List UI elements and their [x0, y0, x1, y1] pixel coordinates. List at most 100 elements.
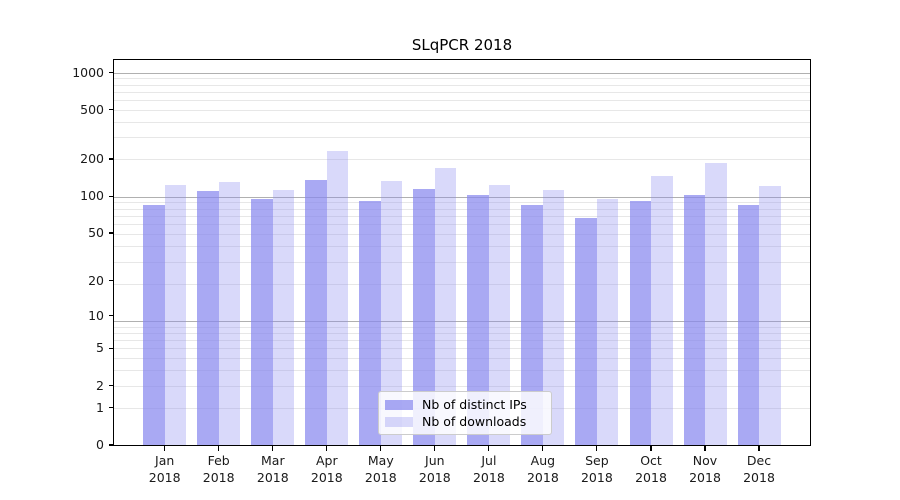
x-tick-mark: [380, 446, 382, 451]
y-tick-label: 100: [80, 188, 104, 204]
gridline-minor: [114, 261, 810, 263]
gridline-minor: [114, 370, 810, 372]
bar-nb-of-downloads-jun-2018: [434, 168, 457, 445]
x-tick-mark: [596, 446, 598, 451]
bar-nb-of-distinct-ips-jul-2018: [467, 194, 489, 445]
gridline-minor: [114, 340, 810, 342]
x-tick-mark: [164, 446, 166, 451]
plot-area: [113, 59, 811, 446]
bar-nb-of-distinct-ips-aug-2018: [521, 205, 543, 445]
x-tick-month: Nov: [692, 452, 718, 468]
gridline-minor: [114, 78, 810, 80]
x-tick-mark: [488, 446, 490, 451]
bar-nb-of-downloads-oct-2018: [651, 175, 673, 445]
x-tick-month: Oct: [640, 452, 662, 468]
x-tick-mark: [218, 446, 220, 451]
bar-nb-of-distinct-ips-feb-2018: [197, 191, 219, 445]
bar-nb-of-downloads-apr-2018: [326, 150, 349, 445]
gridline-minor: [114, 159, 810, 161]
gridline-major: [114, 320, 810, 322]
x-tick-year: 2018: [310, 470, 343, 485]
gridline-minor: [114, 332, 810, 334]
x-tick-label: Jan 2018: [137, 452, 193, 487]
gridline-minor: [114, 246, 810, 248]
gridline-major: [114, 196, 810, 198]
x-tick-label: Jul 2018: [461, 452, 517, 487]
y-tick-label: 500: [80, 101, 104, 117]
y-tick-label: 5: [96, 340, 104, 356]
bar-nb-of-distinct-ips-mar-2018: [251, 199, 273, 445]
y-tick-label: 200: [80, 151, 104, 166]
legend-item-distinct-ips: Nb of distinct IPs: [385, 397, 545, 412]
x-tick-year: 2018: [743, 470, 775, 485]
legend-item-downloads: Nb of downloads: [385, 414, 545, 429]
x-tick-label: May 2018: [353, 452, 409, 487]
bar-nb-of-downloads-jan-2018: [164, 185, 187, 445]
x-tick-month: May: [367, 452, 394, 468]
gridline-minor: [114, 91, 810, 93]
legend-label-downloads: Nb of downloads: [422, 414, 527, 429]
legend-swatch-downloads: [385, 416, 413, 427]
x-tick-year: 2018: [580, 470, 613, 485]
x-tick-month: Jan: [155, 452, 175, 468]
bar-nb-of-distinct-ips-jun-2018: [413, 189, 435, 445]
bar-nb-of-downloads-nov-2018: [705, 163, 727, 445]
legend-swatch-distinct-ips: [385, 399, 413, 410]
gridline-minor: [114, 234, 810, 235]
y-tick-label: 50: [88, 225, 104, 240]
bar-nb-of-downloads-may-2018: [380, 180, 403, 445]
x-tick-year: 2018: [526, 470, 559, 485]
bar-nb-of-distinct-ips-nov-2018: [683, 195, 705, 445]
gridline-major: [114, 72, 810, 74]
gridline-minor: [114, 137, 810, 139]
x-tick-label: Mar 2018: [245, 452, 301, 487]
y-tick-label: 10: [88, 307, 104, 323]
x-tick-mark: [650, 446, 652, 451]
bar-nb-of-downloads-aug-2018: [542, 190, 565, 445]
gridline-minor: [114, 84, 810, 86]
x-tick-label: Dec 2018: [731, 452, 787, 487]
gridline-minor: [114, 283, 810, 285]
y-tick-label: 1000: [72, 64, 104, 80]
x-tick-mark: [758, 446, 760, 451]
x-tick-year: 2018: [364, 470, 397, 485]
gridline-minor: [114, 100, 810, 102]
gridline-minor: [114, 202, 810, 204]
x-tick-month: Sep: [585, 452, 609, 468]
bar-nb-of-distinct-ips-oct-2018: [629, 200, 651, 445]
x-tick-year: 2018: [202, 470, 235, 485]
x-tick-year: 2018: [689, 470, 721, 485]
bar-nb-of-distinct-ips-apr-2018: [305, 179, 327, 445]
x-tick-mark: [542, 446, 544, 451]
bar-nb-of-downloads-jul-2018: [488, 185, 511, 445]
x-tick-mark: [434, 446, 436, 451]
x-tick-month: Mar: [261, 452, 285, 468]
y-tick-label: 2: [96, 377, 104, 393]
x-tick-month: Aug: [530, 452, 556, 468]
bar-nb-of-downloads-dec-2018: [759, 185, 781, 445]
gridline-minor: [114, 224, 810, 226]
x-tick-month: Apr: [315, 452, 338, 468]
chart-title: SLqPCR 2018: [411, 36, 513, 54]
bar-nb-of-distinct-ips-jan-2018: [143, 204, 165, 445]
bar-nb-of-downloads-mar-2018: [272, 189, 295, 445]
x-tick-mark: [704, 446, 706, 451]
x-tick-mark: [272, 446, 274, 451]
legend-label-distinct-ips: Nb of distinct IPs: [422, 397, 527, 412]
gridline-minor: [114, 121, 810, 123]
legend: Nb of distinct IPs Nb of downloads: [378, 391, 552, 435]
x-tick-label: Jun 2018: [407, 452, 463, 487]
gridline-minor: [114, 358, 810, 360]
x-tick-year: 2018: [635, 470, 667, 485]
y-tick-label: 20: [88, 272, 104, 288]
bar-nb-of-downloads-feb-2018: [218, 181, 241, 445]
x-tick-label: Nov 2018: [677, 452, 733, 487]
gridline-minor: [114, 215, 810, 217]
x-tick-label: Feb 2018: [191, 452, 247, 487]
bar-nb-of-downloads-sep-2018: [596, 198, 619, 445]
x-tick-label: Oct 2018: [623, 452, 679, 487]
x-tick-label: Apr 2018: [299, 452, 355, 487]
x-tick-label: Aug 2018: [515, 452, 571, 487]
bar-nb-of-distinct-ips-sep-2018: [575, 218, 597, 445]
